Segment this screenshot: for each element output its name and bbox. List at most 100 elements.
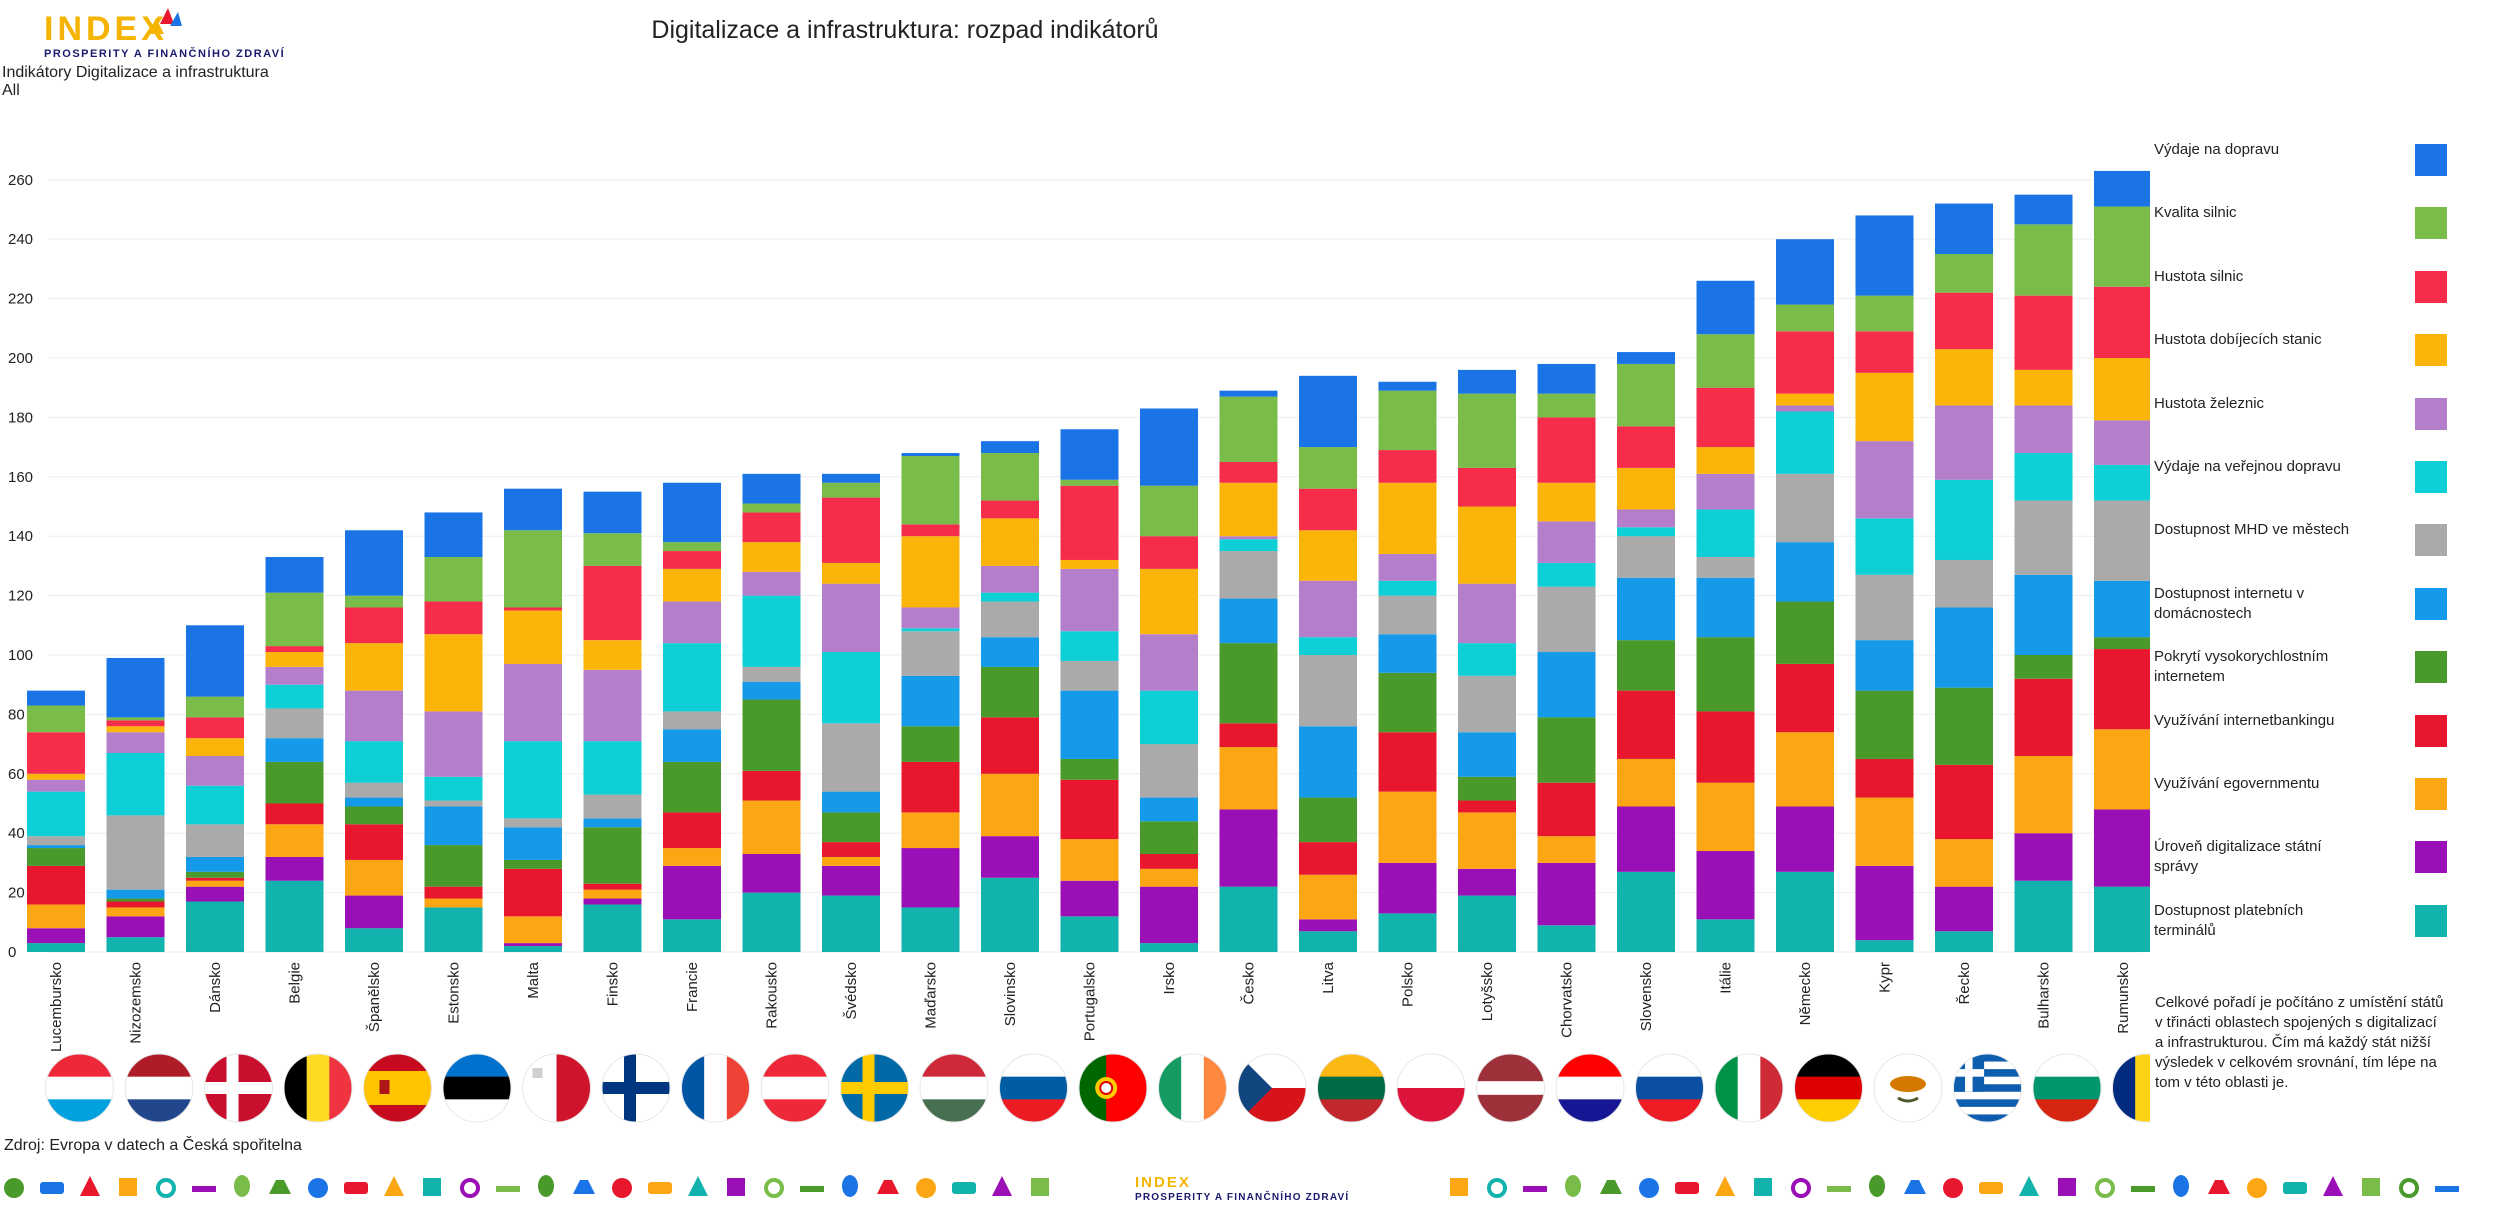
bar-segment: [1140, 634, 1198, 691]
bar-segment: [1140, 568, 1198, 635]
bar-segment: [822, 473, 880, 483]
bar-segment: [1458, 675, 1516, 733]
bar-segment: [1299, 530, 1357, 581]
bar-segment: [424, 556, 483, 602]
bar-segment: [1378, 554, 1437, 581]
legend-label: Výdaje na dopravu: [2154, 141, 2280, 158]
decorative-icon: [877, 1180, 899, 1194]
bar-segment: [424, 776, 483, 801]
decorative-icon: [538, 1175, 554, 1197]
bar-segment: [27, 836, 85, 846]
bar-segment: [1537, 652, 1596, 718]
decorative-icon: [2399, 1178, 2419, 1198]
x-tick-label: Itálie: [1718, 962, 1735, 994]
bar-segment: [424, 512, 483, 557]
bar-segment: [2094, 286, 2150, 358]
decorative-icon: [952, 1182, 976, 1194]
decorative-icon: [842, 1175, 858, 1197]
estonia-flag-icon: [443, 1054, 511, 1122]
bar-segment: [1776, 239, 1834, 305]
bar-segment: [504, 607, 562, 611]
bar-segment: [583, 794, 642, 819]
bar-segment: [742, 892, 801, 952]
bar-segment: [1299, 637, 1357, 655]
legend-item: Využívání internetbankingu: [2150, 711, 2490, 767]
bar-segment: [1935, 203, 1993, 255]
bar-segment: [2014, 880, 2073, 952]
bar-segment: [583, 640, 642, 670]
decorative-icon: [308, 1178, 328, 1198]
bar-segment: [1855, 295, 1914, 332]
x-tick-label: Chorvatsko: [1559, 962, 1576, 1038]
x-tick-label: Lucembursko: [48, 962, 65, 1052]
bar-segment: [106, 717, 165, 721]
decorative-icon: [1450, 1178, 1468, 1196]
bar-segment: [2014, 295, 2073, 370]
bar-segment: [1776, 331, 1834, 394]
bar-segment: [345, 928, 403, 952]
bar-segment: [2094, 729, 2150, 810]
bar-segment: [1855, 331, 1914, 373]
bar-segment: [1935, 559, 1993, 608]
bar-segment: [265, 666, 324, 685]
bar-segment: [1140, 744, 1198, 798]
bar-segment: [981, 592, 1039, 602]
bar-segment: [345, 643, 403, 691]
x-tick-label: Česko: [1241, 962, 1258, 1005]
bar-segment: [1219, 396, 1278, 462]
bar-segment: [27, 865, 85, 905]
bar-segment: [1696, 556, 1755, 578]
bar-segment: [1776, 411, 1834, 474]
decorative-icon: [688, 1176, 708, 1196]
x-tick-label: Švédsko: [843, 962, 860, 1020]
decorative-icon: [80, 1176, 100, 1196]
ranking-note: Celkové pořadí je počítáno z umístění st…: [2155, 994, 2444, 1091]
belgium-flag-icon: [284, 1054, 352, 1122]
bar-segment: [583, 669, 642, 742]
decorative-icon: [1639, 1178, 1659, 1198]
bar-segment: [2014, 655, 2073, 679]
y-tick-label: 20: [8, 885, 25, 902]
bar-segment: [265, 761, 324, 804]
hungary-flag-icon: [920, 1054, 988, 1122]
bar-segment: [1378, 913, 1437, 952]
bar-segment: [27, 904, 85, 929]
bar-segment: [981, 565, 1039, 593]
x-tick-label: Portugalsko: [1082, 962, 1099, 1041]
decorative-icon: [119, 1178, 137, 1196]
decorative-icon: [2095, 1178, 2115, 1198]
bar-segment: [1935, 254, 1993, 293]
bar-segment: [822, 791, 880, 813]
bar-segment: [2014, 453, 2073, 501]
decorative-icon: [612, 1178, 632, 1198]
bar-segment: [424, 898, 483, 908]
bar-segment: [1776, 405, 1834, 412]
bar-segment: [1219, 643, 1278, 724]
bar-segment: [1140, 797, 1198, 822]
bar-segment: [1776, 871, 1834, 952]
bar-segment: [1776, 663, 1834, 733]
bar-segment: [2094, 420, 2150, 465]
bar-segment: [1219, 598, 1278, 644]
bar-segment: [742, 699, 801, 771]
bar-segment: [742, 473, 801, 504]
bar-segment: [1855, 518, 1914, 575]
x-tick-label: Maďarsko: [923, 962, 940, 1029]
bar-segment: [981, 666, 1039, 718]
bar-segment: [27, 791, 85, 837]
bar-segment: [1537, 562, 1596, 587]
bar-segment: [1696, 334, 1755, 388]
bar-segment: [1776, 473, 1834, 543]
bar-segment: [186, 886, 244, 902]
decorative-icon: [156, 1178, 176, 1198]
decorative-icon: [2435, 1186, 2459, 1192]
decorative-icon: [1827, 1186, 1851, 1192]
decorative-icon: [1754, 1178, 1772, 1196]
bar-segment: [663, 865, 721, 920]
bar-segment: [1219, 390, 1278, 397]
bar-segment: [1458, 467, 1516, 507]
bar-segment: [1060, 758, 1119, 780]
bar-segment: [1696, 387, 1755, 448]
bar-segment: [106, 753, 165, 816]
decorative-icon: [2323, 1176, 2343, 1196]
